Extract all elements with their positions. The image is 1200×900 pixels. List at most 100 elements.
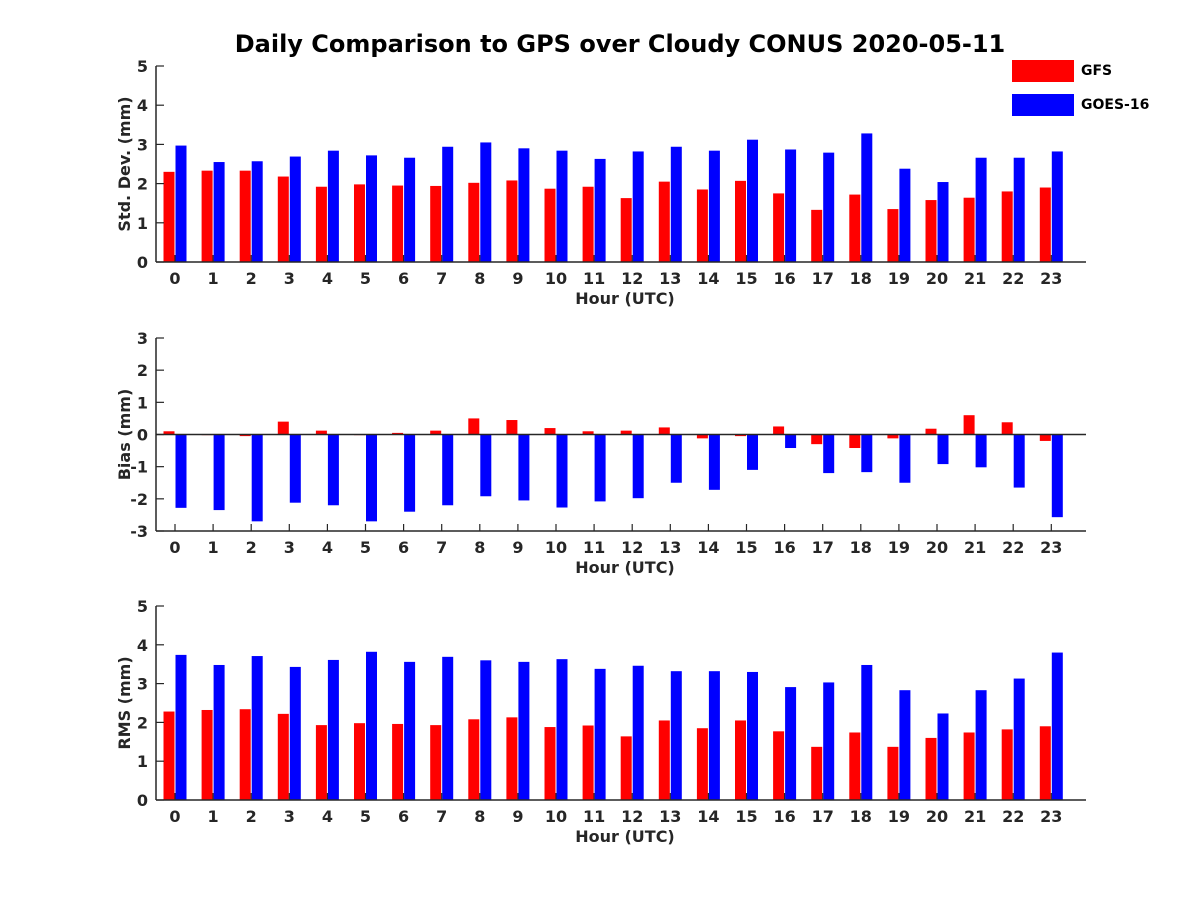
stddev-xtick-label-7: 7 <box>436 269 447 288</box>
rms-bar-gfs-19 <box>887 746 899 800</box>
bias-xlabel: Hour (UTC) <box>575 558 675 577</box>
bias-xtick-label-23: 23 <box>1040 538 1062 557</box>
rms-bar-goes16-9 <box>518 661 530 800</box>
rms-xtick-label-1: 1 <box>208 807 219 826</box>
rms-bar-gfs-0 <box>163 711 175 800</box>
rms-bar-goes16-8 <box>480 660 492 800</box>
bias-xtick-label-8: 8 <box>474 538 485 557</box>
stddev-xtick-label-13: 13 <box>659 269 681 288</box>
bias-xtick-label-17: 17 <box>812 538 834 557</box>
rms-bar-goes16-13 <box>670 671 682 800</box>
stddev-xtick-label-11: 11 <box>583 269 605 288</box>
stddev-bar-goes16-8 <box>480 142 492 262</box>
stddev-bar-gfs-4 <box>315 186 327 262</box>
bias-bar-gfs-9 <box>506 420 518 435</box>
stddev-bar-gfs-6 <box>392 185 404 262</box>
stddev-bar-gfs-20 <box>925 200 937 262</box>
stddev-xtick-label-2: 2 <box>246 269 257 288</box>
stddev-bar-gfs-10 <box>544 188 556 262</box>
rms-xtick-label-10: 10 <box>545 807 567 826</box>
bias-xtick-label-1: 1 <box>208 538 219 557</box>
bias-bar-goes16-21 <box>975 434 987 468</box>
bias-bar-gfs-7 <box>430 430 442 435</box>
legend-label-gfs: GFS <box>1081 63 1113 79</box>
rms-bar-goes16-21 <box>975 690 987 800</box>
stddev-xtick-label-19: 19 <box>888 269 910 288</box>
bias-bar-goes16-6 <box>404 434 416 512</box>
rms-ytick-label-3: 3 <box>137 675 148 694</box>
stddev-xtick-label-10: 10 <box>545 269 567 288</box>
rms-bar-gfs-8 <box>468 719 480 800</box>
rms-bar-goes16-5 <box>366 651 377 800</box>
stddev-bar-goes16-1 <box>213 162 225 262</box>
bias-bar-gfs-19 <box>887 434 899 439</box>
rms-xtick-label-3: 3 <box>284 807 295 826</box>
bias-bar-gfs-23 <box>1039 434 1051 441</box>
stddev-ytick-label-0: 0 <box>137 253 148 272</box>
rms-bar-goes16-2 <box>251 656 263 800</box>
bias-xtick-label-21: 21 <box>964 538 986 557</box>
bias-xtick-label-3: 3 <box>284 538 295 557</box>
bias-bar-goes16-13 <box>670 434 682 483</box>
stddev-bar-gfs-1 <box>201 170 213 262</box>
stddev-bar-goes16-16 <box>785 149 797 262</box>
legend: GFS GOES-16 <box>1012 60 1172 122</box>
rms-xtick-label-8: 8 <box>474 807 485 826</box>
bias-xtick-label-13: 13 <box>659 538 681 557</box>
rms-xtick-label-13: 13 <box>659 807 681 826</box>
rms-bar-gfs-4 <box>315 725 327 800</box>
rms-xtick-label-11: 11 <box>583 807 605 826</box>
stddev-bar-goes16-5 <box>366 155 377 262</box>
stddev-xtick-label-3: 3 <box>284 269 295 288</box>
bias-bar-goes16-10 <box>556 434 568 508</box>
rms-xtick-label-18: 18 <box>850 807 872 826</box>
stddev-bar-gfs-16 <box>773 193 785 262</box>
rms-xtick-label-2: 2 <box>246 807 257 826</box>
rms-bar-goes16-20 <box>937 713 949 800</box>
bias-bar-gfs-14 <box>696 434 708 439</box>
bias-bar-gfs-12 <box>620 430 632 435</box>
bias-bar-goes16-5 <box>366 434 377 522</box>
stddev-bar-goes16-0 <box>175 145 187 262</box>
bias-ytick-label-3: 3 <box>137 329 148 348</box>
rms-bar-gfs-11 <box>582 725 594 800</box>
bias-bar-goes16-23 <box>1051 434 1063 518</box>
bias-bar-goes16-22 <box>1013 434 1025 488</box>
rms-bar-gfs-16 <box>773 731 785 800</box>
stddev-bar-goes16-14 <box>708 150 720 262</box>
stddev-bar-gfs-19 <box>887 209 899 262</box>
stddev-xtick-label-8: 8 <box>474 269 485 288</box>
stddev-xtick-label-5: 5 <box>360 269 371 288</box>
stddev-xtick-label-20: 20 <box>926 269 948 288</box>
bias-xtick-label-2: 2 <box>246 538 257 557</box>
rms-xlabel: Hour (UTC) <box>575 827 675 846</box>
stddev-ylabel: Std. Dev. (mm) <box>115 96 134 231</box>
bias-ytick-label--1: -1 <box>130 458 148 477</box>
stddev-bar-goes16-23 <box>1051 151 1063 262</box>
stddev-bar-goes16-6 <box>404 157 416 262</box>
stddev-bar-goes16-15 <box>747 139 758 262</box>
rms-xtick-label-23: 23 <box>1040 807 1062 826</box>
stddev-xtick-label-15: 15 <box>735 269 757 288</box>
rms-bar-gfs-21 <box>963 732 975 800</box>
bias-bar-gfs-2 <box>239 434 251 437</box>
bias-bar-gfs-13 <box>658 427 670 435</box>
rms-ytick-label-0: 0 <box>137 791 148 810</box>
bias-xtick-label-12: 12 <box>621 538 643 557</box>
rms-bar-goes16-1 <box>213 664 225 800</box>
bias-bar-goes16-0 <box>175 434 187 508</box>
stddev-xtick-label-1: 1 <box>208 269 219 288</box>
rms-bar-goes16-17 <box>823 682 835 800</box>
stddev-bar-gfs-3 <box>277 176 289 262</box>
bias-bar-goes16-12 <box>632 434 644 499</box>
stddev-xtick-label-17: 17 <box>812 269 834 288</box>
legend-label-goes16: GOES-16 <box>1081 97 1150 113</box>
bias-bar-goes16-1 <box>213 434 225 511</box>
stddev-xtick-label-4: 4 <box>322 269 333 288</box>
stddev-bar-gfs-5 <box>354 184 365 262</box>
stddev-ytick-label-2: 2 <box>137 175 148 194</box>
bias-bar-goes16-20 <box>937 434 949 465</box>
stddev-bar-goes16-3 <box>289 156 301 262</box>
bias-xtick-label-20: 20 <box>926 538 948 557</box>
